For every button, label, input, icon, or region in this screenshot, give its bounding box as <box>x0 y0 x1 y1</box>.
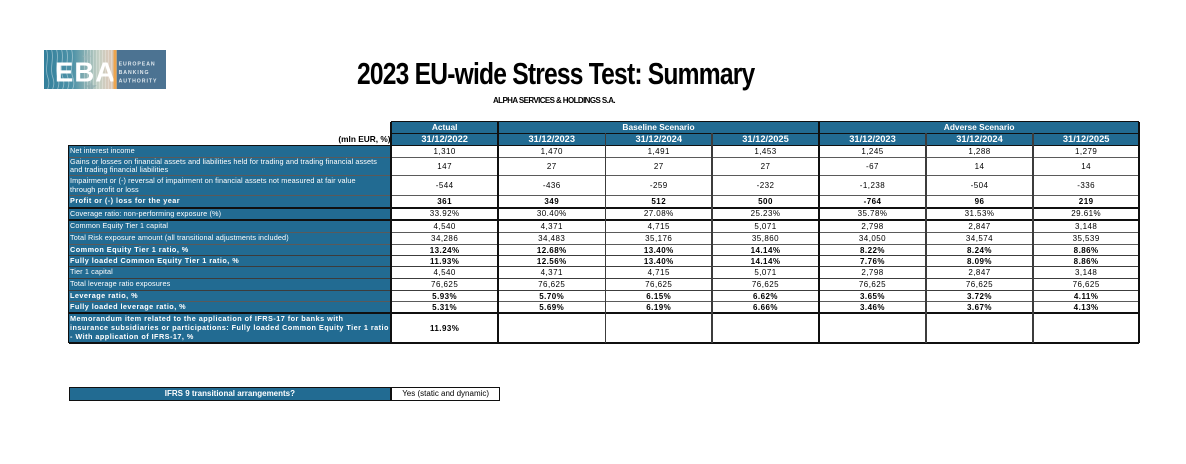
svg-text:BANKING: BANKING <box>119 70 150 76</box>
svg-text:EBA: EBA <box>55 56 116 87</box>
svg-text:AUTHORITY: AUTHORITY <box>119 78 158 84</box>
svg-text:EUROPEAN: EUROPEAN <box>119 62 156 68</box>
